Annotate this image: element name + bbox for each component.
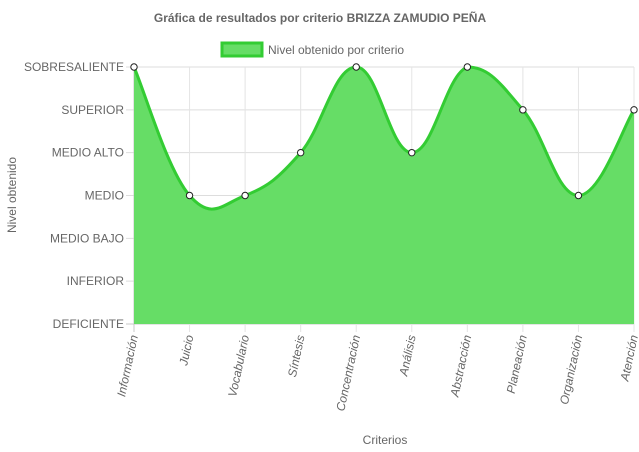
x-tick-label: Vocabulario [225,333,252,398]
x-tick-label: Concentración [333,333,363,412]
x-tick-label: Planeación [504,333,530,394]
legend-swatch [220,41,264,58]
y-tick-label: SOBRESALIENTE [24,60,124,74]
legend-label: Nivel obtenido por criterio [268,43,404,57]
x-tick-label: Síntesis [285,334,308,379]
data-point [519,106,527,114]
data-point [241,191,249,200]
x-tick-label: Juicio [176,333,196,367]
y-tick-label: MEDIO ALTO [52,146,124,160]
legend[interactable]: Nivel obtenido por criterio [220,41,404,58]
x-tick-label: Abstracción [447,333,474,399]
data-point [130,63,138,71]
y-tick-label: SUPERIOR [61,103,124,117]
series-area [134,67,634,324]
plot-area [130,63,638,324]
y-tick-label: INFERIOR [67,274,125,288]
data-point [296,148,305,157]
data-point [574,191,583,200]
data-point [352,63,360,71]
data-point [408,148,416,157]
x-tick-label: Información [114,333,141,398]
y-tick-label: DEFICIENTE [53,317,124,331]
x-tick-label: Organización [557,333,585,405]
y-axis: DEFICIENTE INFERIOR MEDIO BAJO MEDIO MEDIO A… [24,60,124,331]
x-tick-label: Análisis [396,334,419,378]
y-tick-label: MEDIO BAJO [50,231,124,245]
x-axis-title: Criterios [363,433,408,447]
data-point [630,106,638,114]
data-point [185,191,194,200]
y-tick-label: MEDIO [85,189,124,203]
series-line [132,65,636,211]
x-tick-label: Atención [617,333,639,383]
x-axis: Información Juicio Vocabulario Síntesis Conc… [114,333,639,412]
data-point [463,63,472,71]
chart-title: Gráfica de resultados por criterio BRIZZ… [154,10,487,25]
y-axis-title: Nivel obtenido [5,157,19,233]
